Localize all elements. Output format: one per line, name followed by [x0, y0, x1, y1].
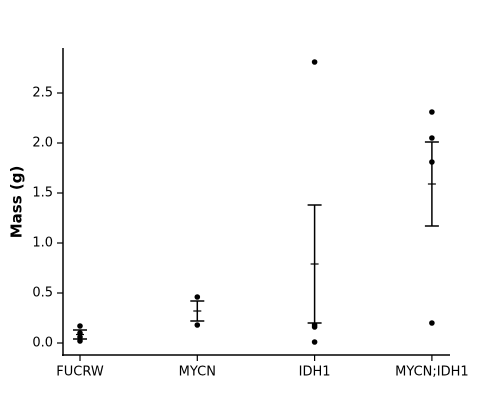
x-tick-label: MYCN [179, 365, 216, 380]
data-point [429, 320, 435, 326]
y-tick-label: 2.5 [32, 86, 53, 101]
y-axis-label: Mass (g) [8, 166, 26, 239]
data-point [311, 324, 318, 330]
y-tick-label: 0.0 [32, 336, 53, 351]
data-point [429, 135, 435, 141]
x-tick-label: MYCN;IDH1 [395, 365, 469, 380]
y-tick-label: 1.5 [32, 186, 53, 201]
data-point [311, 339, 318, 345]
x-tick-label: IDH1 [299, 365, 331, 380]
data-point [429, 109, 435, 115]
y-tick-label: 1.0 [32, 236, 53, 251]
data-point [311, 59, 318, 65]
data-point [194, 322, 201, 328]
data-point [194, 294, 201, 300]
data-point [77, 323, 83, 329]
x-tick-label: FUCRW [56, 365, 104, 380]
y-tick-label: 2.0 [32, 136, 53, 151]
y-tick-label: 0.5 [32, 286, 53, 301]
